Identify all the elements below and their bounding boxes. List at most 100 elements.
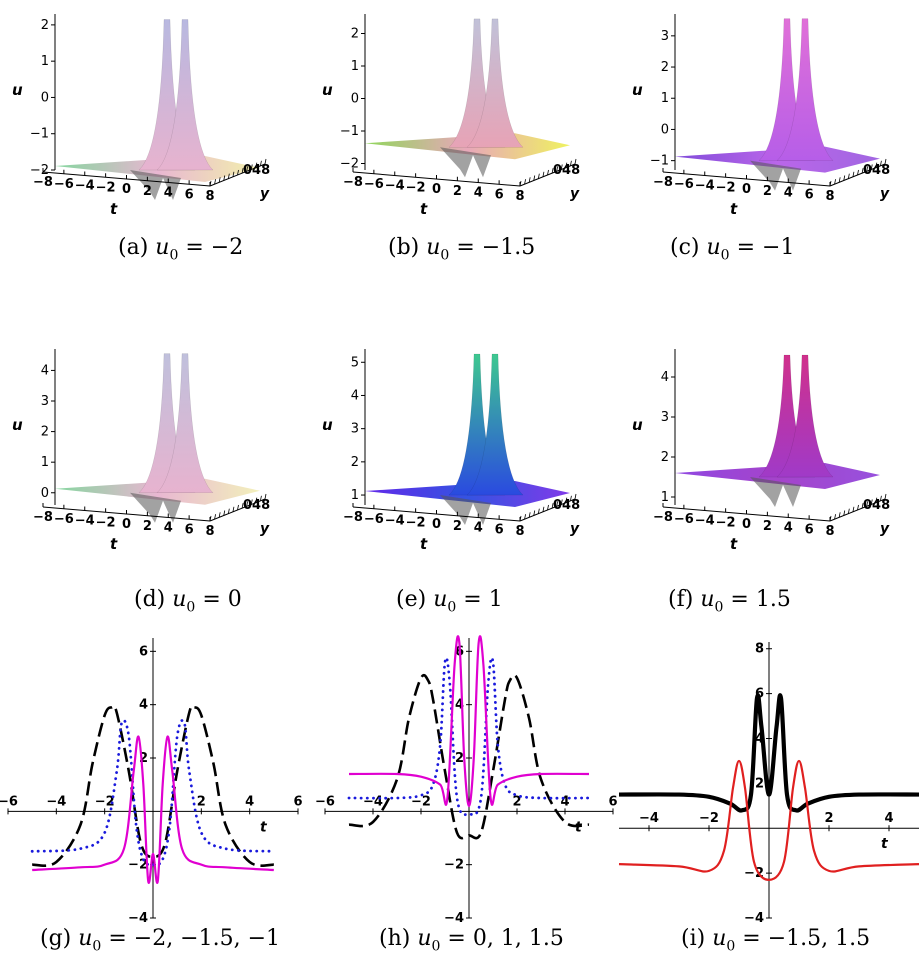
t-tick-label: 8 — [515, 189, 524, 204]
series-line-2 — [32, 735, 274, 884]
x-tick-label: 4 — [245, 794, 254, 809]
y-tick — [884, 158, 887, 165]
y-tick — [857, 169, 859, 176]
t-tick-label: −8 — [343, 510, 363, 525]
y-tick — [847, 508, 850, 514]
t-tick-label: −6 — [54, 177, 74, 192]
z-tick-label: 0 — [41, 486, 49, 501]
y-tick — [241, 503, 244, 509]
caption-h: (h) u0 = 0, 1, 1.5 — [379, 926, 564, 955]
t-tick-label: 2 — [143, 184, 152, 199]
t-tick-label: −6 — [54, 512, 74, 527]
line-panel-h: −6 −4 −2 2 4 6 −4 −2 2 4 6 t (h) u0 = 0, 1, 1.5 — [305, 630, 618, 964]
x-tick-label: −2 — [699, 811, 719, 826]
y-tick-label: −2 — [744, 866, 764, 881]
t-tick-label: 2 — [453, 184, 462, 199]
surface-trough — [440, 147, 491, 178]
surface-panel-d: 4 3 2 1 0 u −8 −6 −4 −2 0 2 4 6 8 t 048 y (d) u0 = 0 — [0, 335, 290, 625]
y-tick — [547, 169, 549, 176]
y-tick — [857, 504, 859, 511]
z-tick-label: 3 — [41, 394, 49, 409]
y-tick — [250, 164, 253, 170]
y-axis-label: y — [260, 521, 270, 537]
z-tick-label: −2 — [340, 157, 359, 172]
z-tick-label: 3 — [661, 29, 669, 44]
x-tick-label: −4 — [46, 794, 66, 809]
y-tick — [884, 493, 887, 500]
caption-i: (i) u0 = −1.5, 1.5 — [681, 926, 871, 955]
t-tick-label: −6 — [674, 177, 694, 192]
y-tick — [834, 179, 836, 185]
y-tick — [264, 158, 267, 165]
z-tick-label: 1 — [41, 455, 49, 470]
y-tick — [537, 508, 540, 514]
y-tick — [560, 499, 563, 505]
y-tick — [542, 506, 545, 512]
z-tick-label: 2 — [351, 455, 359, 470]
z-tick-label: 0 — [661, 122, 669, 137]
y-tick — [218, 177, 221, 183]
t-tick-label: −2 — [406, 515, 426, 530]
y-tick — [829, 515, 832, 522]
t-tick-label: −2 — [96, 515, 116, 530]
y-axis-label: y — [570, 186, 580, 202]
y-tick — [255, 162, 258, 168]
surface-peak — [156, 353, 214, 494]
x-tick-label: −4 — [639, 811, 659, 826]
t-tick-label: 0 — [122, 517, 131, 532]
t-tick-label: −8 — [33, 175, 53, 190]
y-tick — [209, 515, 212, 522]
y-tick — [255, 497, 258, 503]
x-axis-label: t — [260, 819, 268, 835]
y-tick — [528, 512, 531, 518]
y-tick — [547, 504, 549, 511]
t-tick-label: 6 — [805, 522, 814, 537]
y-tick-label: −4 — [444, 911, 464, 926]
t-axis-label: t — [420, 535, 428, 553]
t-tick-label: −2 — [406, 180, 426, 195]
y-tick — [843, 510, 846, 516]
surface-panel-b: 2 1 0 −1 −2 u −8 −6 −4 −2 0 2 4 6 8 t 048 y (b) u0 = −1.5 — [310, 0, 600, 270]
surface-peak — [466, 18, 524, 148]
t-tick-label: 6 — [185, 522, 194, 537]
t-axis-label: t — [110, 200, 118, 218]
z-tick-label: 2 — [661, 450, 669, 465]
t-tick-label: −4 — [75, 514, 95, 529]
z-tick-label: −1 — [30, 127, 49, 142]
t-tick-label: 8 — [825, 524, 834, 539]
t-axis-label: t — [110, 535, 118, 553]
y-tick-label: 4 — [455, 698, 464, 713]
y-tick — [847, 173, 850, 179]
y-tick-labels: 048 — [553, 163, 580, 178]
y-tick — [866, 501, 869, 507]
z-tick-label: 2 — [661, 60, 669, 75]
z-tick-label: 4 — [661, 370, 669, 385]
y-tick — [528, 177, 531, 183]
y-tick — [875, 162, 878, 168]
y-tick — [542, 171, 545, 177]
z-tick-label: 1 — [661, 91, 669, 106]
y-tick-label: 2 — [139, 751, 148, 766]
y-tick — [866, 166, 869, 172]
z-tick-label: 0 — [351, 92, 359, 107]
t-tick-label: 6 — [495, 522, 504, 537]
y-tick — [519, 180, 522, 187]
y-tick — [533, 510, 536, 516]
z-tick-label: 1 — [41, 54, 49, 69]
z-tick-label: 1 — [351, 488, 359, 503]
z-tick-label: 3 — [661, 410, 669, 425]
t-tick-label: −8 — [33, 510, 53, 525]
y-axis-label: y — [880, 521, 890, 537]
t-tick-label: 0 — [742, 182, 751, 197]
y-tick — [870, 499, 873, 505]
t-tick-label: 0 — [432, 182, 441, 197]
t-tick-label: 6 — [495, 187, 504, 202]
y-axis-label: y — [570, 521, 580, 537]
z-axis-label: u — [12, 416, 23, 434]
z-tick-label: 2 — [41, 18, 49, 33]
t-tick-label: 4 — [164, 186, 173, 201]
t-tick-label: −6 — [364, 512, 384, 527]
